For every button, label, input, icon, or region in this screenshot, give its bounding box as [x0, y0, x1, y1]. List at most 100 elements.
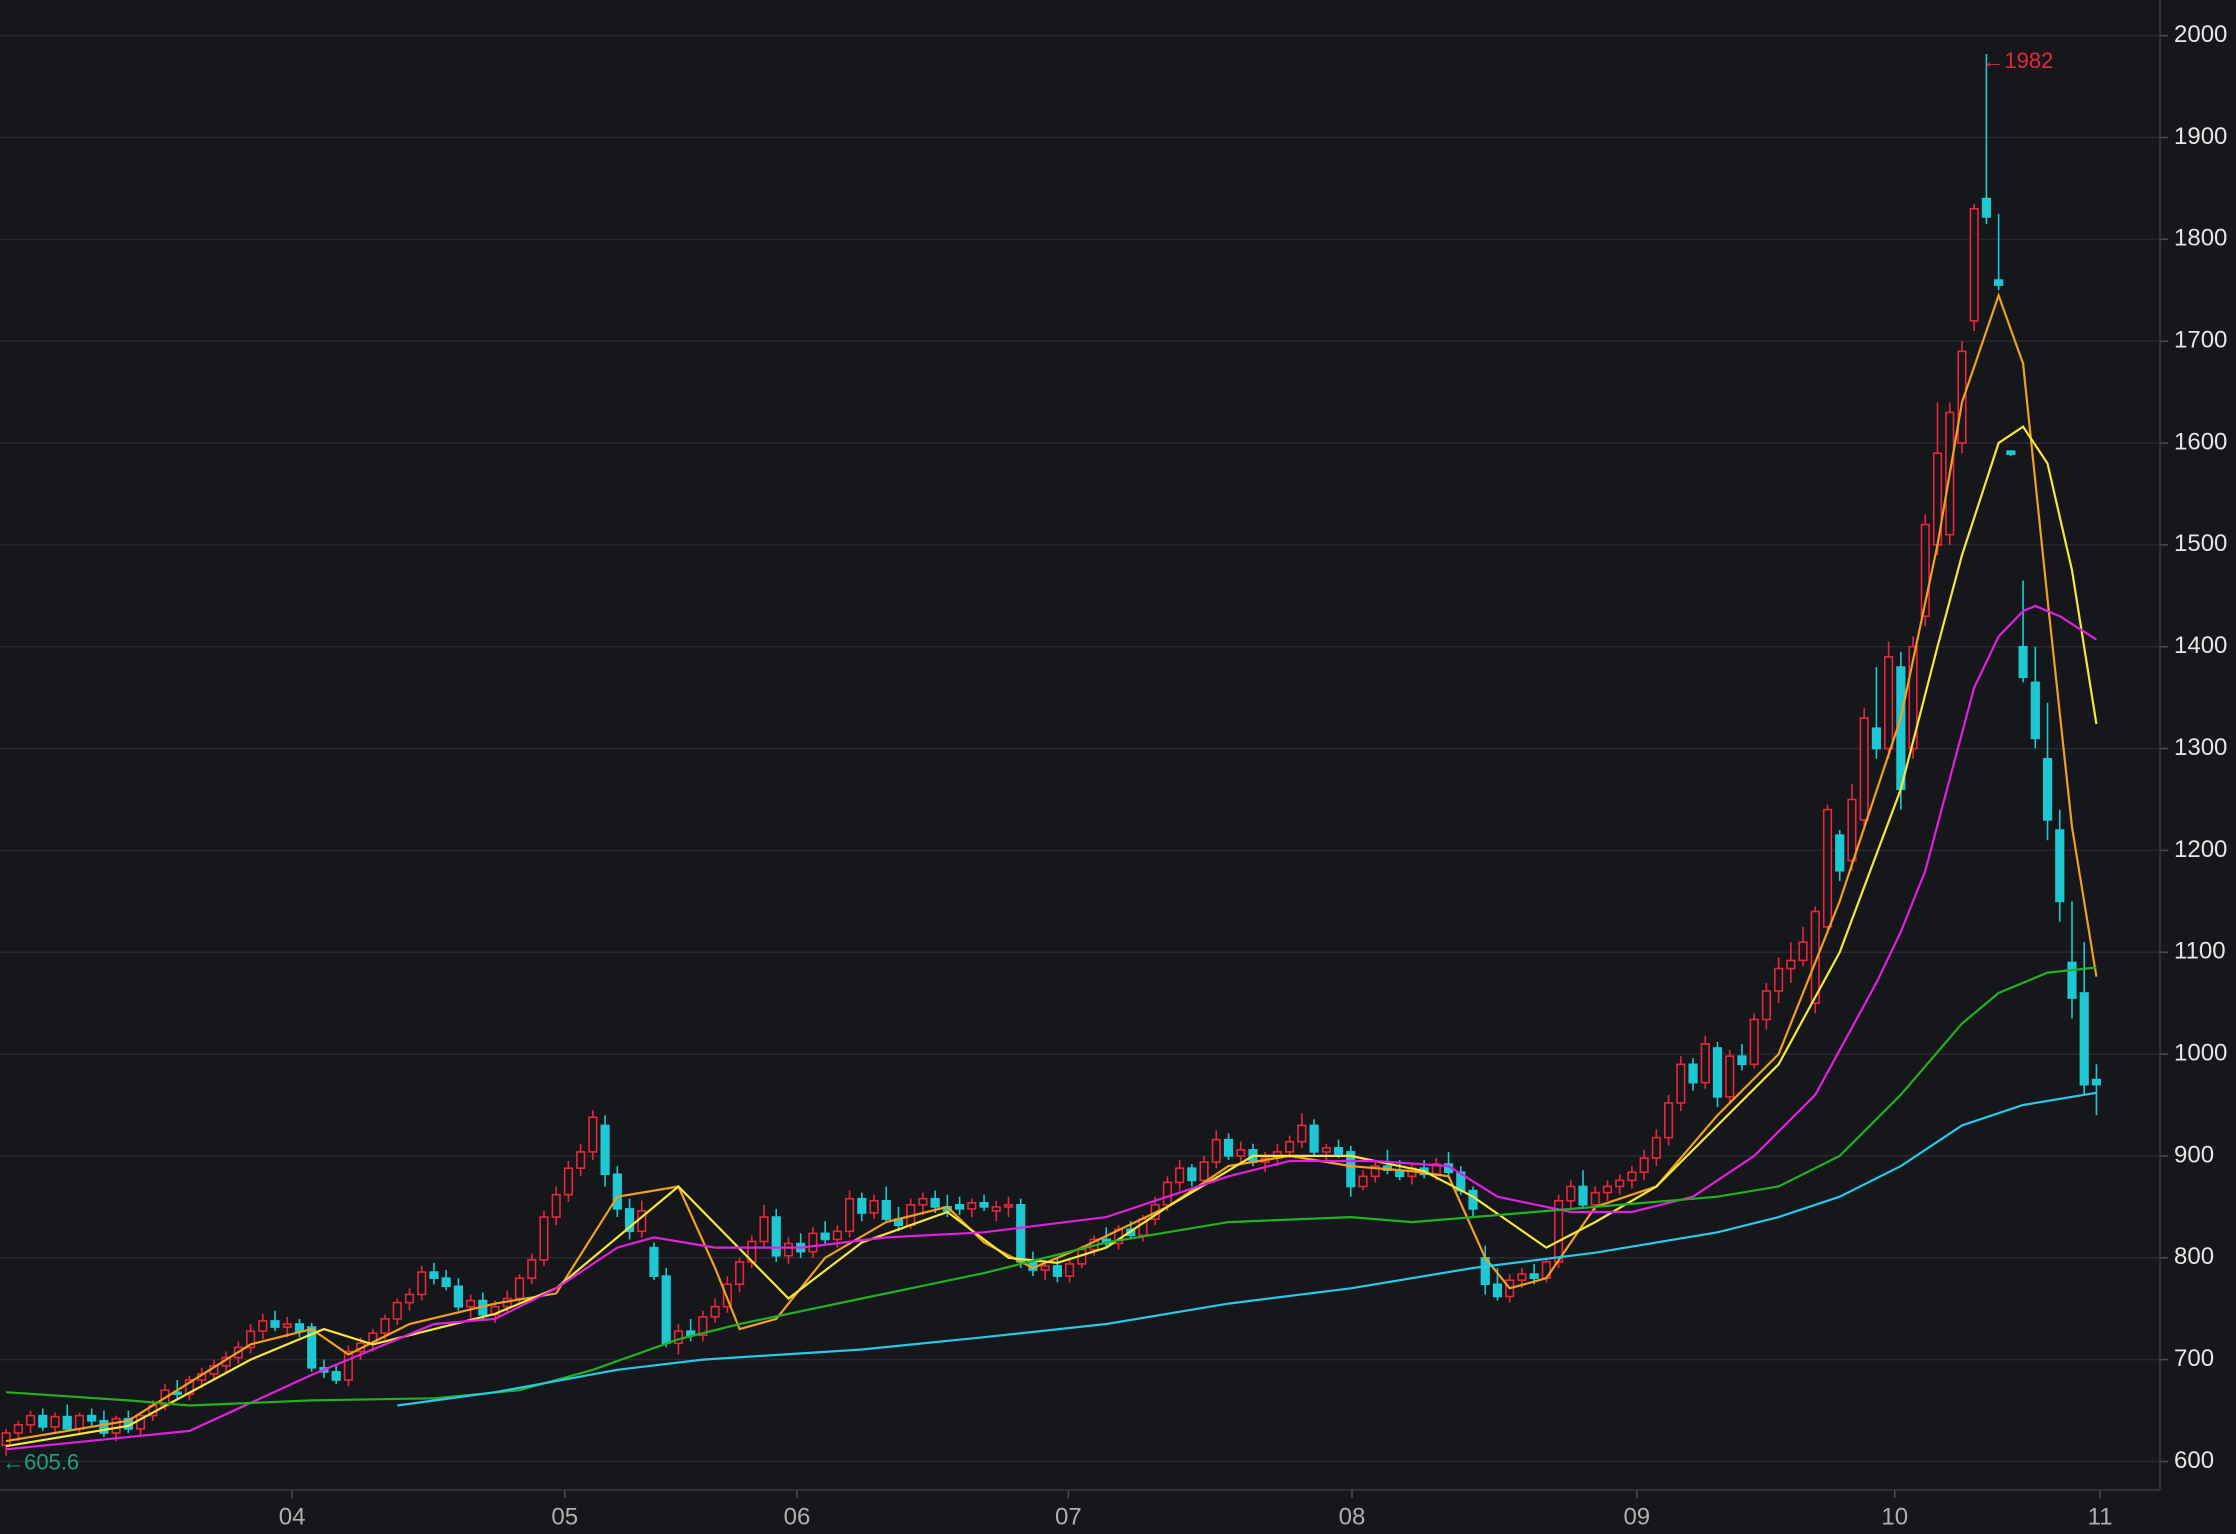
candle-body	[1236, 1149, 1246, 1157]
candle-body	[1162, 1181, 1172, 1206]
y-tick-label: 700	[2174, 1345, 2214, 1372]
candle-body	[1712, 1047, 1723, 1098]
candle-body	[661, 1275, 671, 1345]
y-tick-label: 900	[2174, 1141, 2214, 1168]
candle-body	[783, 1242, 794, 1257]
candle-body	[759, 1216, 769, 1243]
candle-body	[588, 1116, 598, 1153]
candle-body	[1003, 1204, 1014, 1208]
candle-body	[1994, 279, 2004, 286]
candle-body	[74, 1414, 85, 1430]
ma-line	[6, 966, 2097, 1407]
candle-body	[282, 1323, 292, 1328]
x-tick-label: 07	[1055, 1503, 1082, 1530]
candle-body	[1040, 1265, 1050, 1271]
candle-body	[930, 1197, 940, 1208]
y-tick-label: 1400	[2174, 632, 2227, 659]
candle-body	[1590, 1191, 1600, 1206]
candle-body	[1358, 1175, 1368, 1188]
candle-body	[551, 1193, 561, 1218]
candle-body	[50, 1415, 60, 1428]
candle-body	[2006, 450, 2016, 456]
candle-body	[844, 1197, 855, 1233]
candle-body	[649, 1246, 659, 1277]
candle-body	[563, 1167, 574, 1196]
candle-body	[1798, 941, 1808, 962]
x-tick-label: 06	[784, 1503, 811, 1530]
candle-body	[722, 1283, 732, 1308]
candle-body	[1884, 656, 1894, 750]
candle-body	[25, 1414, 36, 1426]
candle-body	[184, 1379, 195, 1396]
candle-body	[404, 1293, 415, 1304]
candle-body	[857, 1197, 867, 1214]
candle-body	[13, 1424, 23, 1434]
x-tick-label: 11	[2088, 1503, 2113, 1530]
candle-body	[307, 1326, 317, 1369]
candle-body	[1199, 1161, 1209, 1182]
candle-body	[99, 1419, 109, 1434]
y-tick-label: 1500	[2174, 530, 2227, 557]
y-tick-label: 1200	[2174, 836, 2227, 863]
candle-body	[832, 1230, 842, 1241]
ma-line	[5, 425, 2098, 1448]
candle-body	[918, 1197, 928, 1206]
x-tick-label: 10	[1881, 1503, 1908, 1530]
candle-body	[1321, 1146, 1331, 1153]
candle-body	[1346, 1151, 1356, 1188]
x-tick-label: 09	[1623, 1503, 1650, 1530]
candle-body	[1, 1432, 11, 1446]
candle-body	[1676, 1063, 1686, 1104]
candle-body	[979, 1201, 989, 1208]
candle-body	[1309, 1124, 1319, 1153]
candle-body	[1175, 1167, 1185, 1184]
ma-line	[5, 604, 2097, 1451]
candle-body	[258, 1320, 268, 1332]
candle-body	[1957, 350, 1967, 444]
candle-body	[87, 1414, 97, 1422]
candle-body	[1333, 1146, 1344, 1155]
candle-body	[1052, 1265, 1062, 1277]
candle-body	[1700, 1043, 1710, 1084]
candle-body	[576, 1151, 586, 1169]
candle-body	[441, 1277, 451, 1288]
candle-body	[1297, 1124, 1307, 1143]
candle-body	[1211, 1138, 1221, 1163]
y-tick-label: 1000	[2174, 1039, 2227, 1066]
candle-body	[380, 1318, 390, 1334]
candle-body	[2067, 961, 2077, 999]
candle-body	[1859, 717, 1869, 821]
candle-body	[1492, 1283, 1503, 1298]
candle-body	[991, 1206, 1001, 1212]
candle-body	[1847, 798, 1857, 862]
candle-body	[1969, 207, 1979, 322]
candle-body	[1627, 1171, 1637, 1182]
candle-body	[698, 1316, 708, 1336]
x-tick-label: 08	[1339, 1503, 1366, 1530]
candle-body	[710, 1305, 720, 1318]
candle-body	[771, 1216, 781, 1257]
candle-body	[1615, 1179, 1625, 1188]
x-tick-label: 04	[279, 1503, 306, 1530]
candle-body	[514, 1277, 525, 1300]
candle-body	[1187, 1167, 1197, 1182]
candle-body	[734, 1261, 745, 1286]
candle-body	[612, 1173, 622, 1210]
candle-body	[869, 1199, 879, 1214]
candle-body	[453, 1285, 463, 1308]
candle-body	[246, 1330, 256, 1349]
y-tick-label: 1700	[2174, 327, 2227, 354]
candle-body	[881, 1199, 891, 1220]
candle-body	[1664, 1102, 1674, 1139]
candle-body	[466, 1299, 476, 1308]
candle-body	[111, 1417, 121, 1434]
candle-body	[1786, 959, 1796, 970]
candle-body	[1774, 967, 1784, 992]
candle-body	[1822, 808, 1833, 928]
candle-body	[1223, 1138, 1234, 1157]
candle-body	[2055, 829, 2065, 903]
candle-body	[2018, 645, 2028, 679]
candle-body	[1016, 1204, 1026, 1263]
y-tick-label: 1600	[2174, 428, 2227, 455]
candle-body	[1871, 727, 1881, 750]
